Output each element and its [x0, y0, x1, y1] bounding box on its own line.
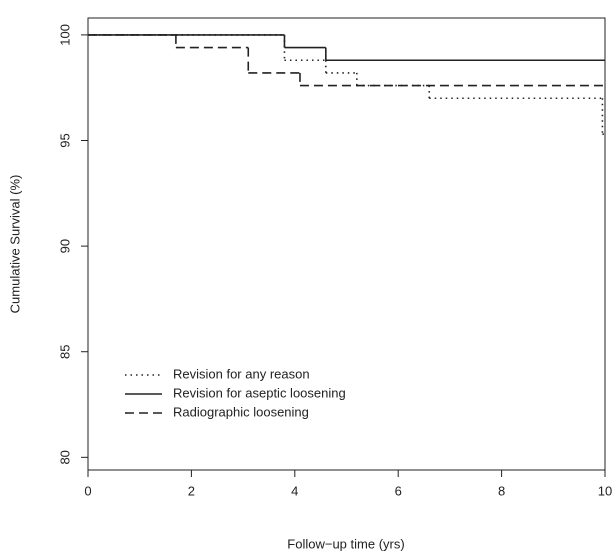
plot-frame: [87, 17, 606, 471]
x-tick-label: 0: [84, 483, 91, 498]
legend-label: Radiographic loosening: [173, 404, 309, 419]
x-tick-label: 2: [188, 483, 195, 498]
y-tick-label: 85: [57, 344, 72, 358]
y-tick-label: 95: [57, 133, 72, 147]
y-tick-label: 80: [57, 450, 72, 464]
x-axis-label: Follow−up time (yrs): [287, 536, 404, 551]
x-tick-label: 6: [395, 483, 402, 498]
x-tick-label: 4: [291, 483, 298, 498]
y-tick-label: 100: [57, 24, 72, 46]
x-tick-label: 10: [598, 483, 612, 498]
legend-label: Revision for aseptic loosening: [173, 385, 346, 400]
y-axis-label: Cumulative Survival (%): [7, 175, 22, 314]
legend-label: Revision for any reason: [173, 366, 310, 381]
y-tick-label: 90: [57, 239, 72, 253]
x-tick-label: 8: [498, 483, 505, 498]
